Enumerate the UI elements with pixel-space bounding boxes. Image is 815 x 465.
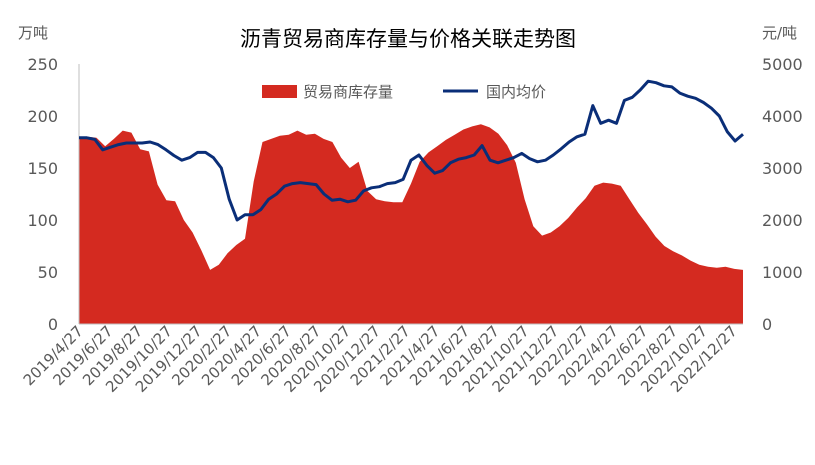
right-tick-label-1: 1000 bbox=[762, 263, 803, 282]
legend: 贸易商库存量 国内均价 bbox=[262, 83, 546, 101]
right-tick-label-3: 3000 bbox=[762, 159, 803, 178]
right-axis: 0 1000 2000 3000 4000 5000 bbox=[762, 55, 803, 334]
left-tick-label-0: 0 bbox=[48, 315, 58, 334]
right-tick-label-4: 4000 bbox=[762, 107, 803, 126]
legend-label-price: 国内均价 bbox=[486, 83, 546, 101]
left-tick-label-2: 100 bbox=[27, 211, 58, 230]
right-tick-label-0: 0 bbox=[762, 315, 772, 334]
plot-area bbox=[78, 64, 744, 325]
left-axis: 0 50 100 150 200 250 bbox=[27, 55, 58, 334]
left-tick-label-3: 150 bbox=[27, 159, 58, 178]
series-area-inventory bbox=[79, 124, 743, 324]
left-tick-label-4: 200 bbox=[27, 107, 58, 126]
right-axis-unit: 元/吨 bbox=[762, 24, 797, 42]
left-axis-unit: 万吨 bbox=[18, 24, 48, 42]
legend-label-inventory: 贸易商库存量 bbox=[303, 83, 393, 101]
chart-title: 沥青贸易商库存量与价格关联走势图 bbox=[240, 27, 576, 51]
left-tick-label-1: 50 bbox=[38, 263, 58, 282]
series-line-price bbox=[79, 79, 744, 222]
left-tick-label-5: 250 bbox=[27, 55, 58, 74]
x-axis: 2019/4/272019/6/272019/8/272019/10/27201… bbox=[20, 322, 741, 396]
right-tick-label-2: 2000 bbox=[762, 211, 803, 230]
right-tick-label-5: 5000 bbox=[762, 55, 803, 74]
legend-swatch-inventory bbox=[262, 85, 297, 98]
